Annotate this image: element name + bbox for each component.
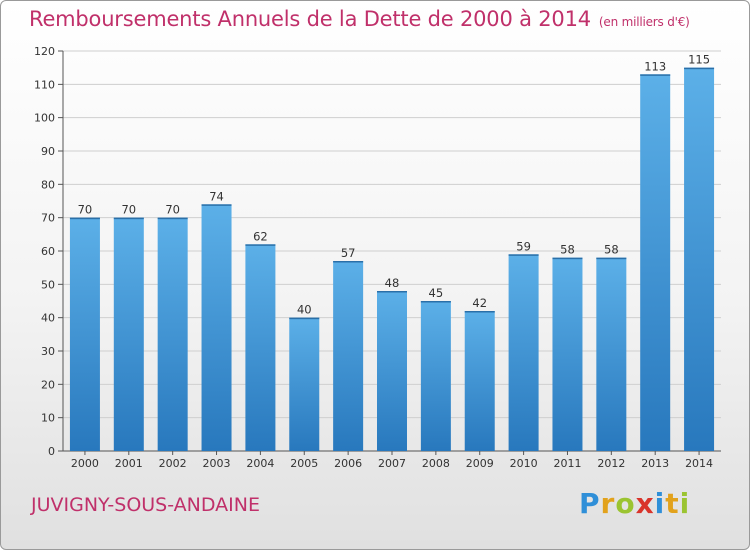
bar-2008 [420, 301, 451, 451]
value-label-2014: 115 [688, 53, 710, 67]
bar-2007 [377, 291, 407, 451]
axes: 0 10 20 30 40 50 60 70 80 90 100 110 120 [34, 45, 721, 458]
labels: 70 2000 70 2001 70 2002 74 2003 62 2004 40 2005 57 20… [71, 53, 713, 470]
bar-2002 [157, 217, 188, 451]
bar-2011 [552, 257, 583, 451]
x-tick-label-2001: 2001 [115, 457, 143, 470]
y-tick-label: 120 [34, 45, 55, 58]
bar-2009 [464, 311, 495, 451]
y-tick-label: 110 [34, 78, 55, 91]
bar-2000 [69, 217, 100, 451]
bar-2005 [289, 317, 320, 451]
bar-2014 [684, 67, 715, 452]
value-label-2007: 48 [385, 276, 400, 290]
y-tick-label: 90 [41, 145, 55, 158]
bar-2003 [201, 204, 232, 451]
bar-top-2009 [464, 311, 495, 313]
x-tick-label-2004: 2004 [246, 457, 274, 470]
bar-top-2004 [245, 244, 276, 246]
y-tick-label: 80 [41, 178, 55, 191]
x-tick-label-2013: 2013 [641, 457, 669, 470]
bar-top-2000 [69, 217, 100, 220]
x-tick-label-2009: 2009 [466, 457, 494, 470]
x-tick-label-2014: 2014 [685, 457, 713, 470]
bar-2010 [508, 254, 539, 451]
bar-top-2006 [333, 261, 364, 263]
y-tick-label: 10 [41, 412, 55, 425]
city-name: JUVIGNY-SOUS-ANDAINE [31, 494, 261, 516]
value-label-2001: 70 [121, 203, 136, 217]
bar-top-2007 [377, 291, 407, 293]
value-label-2012: 58 [604, 243, 619, 257]
y-tick-label: 30 [41, 345, 55, 358]
bar-2001 [113, 217, 144, 451]
bar-top-2014 [684, 67, 715, 70]
bar-2006 [333, 261, 364, 451]
x-tick-label-2005: 2005 [290, 457, 318, 470]
y-tick-label: 40 [41, 312, 55, 325]
x-tick-label-2008: 2008 [422, 457, 450, 470]
bar-top-2001 [113, 217, 144, 220]
bar-top-2005 [289, 317, 320, 320]
chart-title-text: Remboursements Annuels de la Dette de 20… [29, 7, 591, 31]
value-label-2005: 40 [297, 303, 312, 317]
value-label-2013: 113 [644, 59, 666, 73]
bar-2012 [596, 257, 627, 451]
bar-top-2011 [552, 257, 583, 260]
bar-2004 [245, 244, 276, 451]
value-label-2010: 59 [516, 239, 531, 253]
y-tick-label: 0 [48, 445, 55, 458]
x-tick-label-2003: 2003 [203, 457, 231, 470]
x-tick-label-2012: 2012 [597, 457, 625, 470]
value-label-2002: 70 [165, 203, 180, 217]
chart-subtitle: (en milliers d'€) [598, 15, 690, 29]
value-label-2008: 45 [429, 286, 444, 300]
bar-top-2008 [420, 301, 451, 303]
x-tick-label-2002: 2002 [159, 457, 187, 470]
x-tick-label-2011: 2011 [553, 457, 581, 470]
bar-top-2002 [157, 217, 188, 220]
bar-top-2012 [596, 257, 627, 260]
y-tick-label: 60 [41, 245, 55, 258]
bar-top-2003 [201, 204, 232, 206]
value-label-2004: 62 [253, 229, 268, 243]
proxiti-logo: Proxiti [579, 487, 691, 520]
bar-top-2013 [640, 74, 671, 76]
bars [69, 67, 715, 452]
x-tick-label-2006: 2006 [334, 457, 362, 470]
value-label-2000: 70 [78, 203, 93, 217]
value-label-2011: 58 [560, 243, 575, 257]
y-tick-label: 70 [41, 212, 55, 225]
y-tick-label: 20 [41, 378, 55, 391]
x-tick-label-2007: 2007 [378, 457, 406, 470]
y-tick-label: 50 [41, 278, 55, 291]
value-label-2003: 74 [209, 189, 224, 203]
value-label-2006: 57 [341, 246, 356, 260]
bar-2013 [640, 74, 671, 451]
chart-title: Remboursements Annuels de la Dette de 20… [29, 7, 690, 31]
y-tick-label: 100 [34, 112, 55, 125]
x-tick-label-2010: 2010 [510, 457, 538, 470]
x-tick-label-2000: 2000 [71, 457, 99, 470]
bar-top-2010 [508, 254, 539, 256]
value-label-2009: 42 [472, 296, 487, 310]
